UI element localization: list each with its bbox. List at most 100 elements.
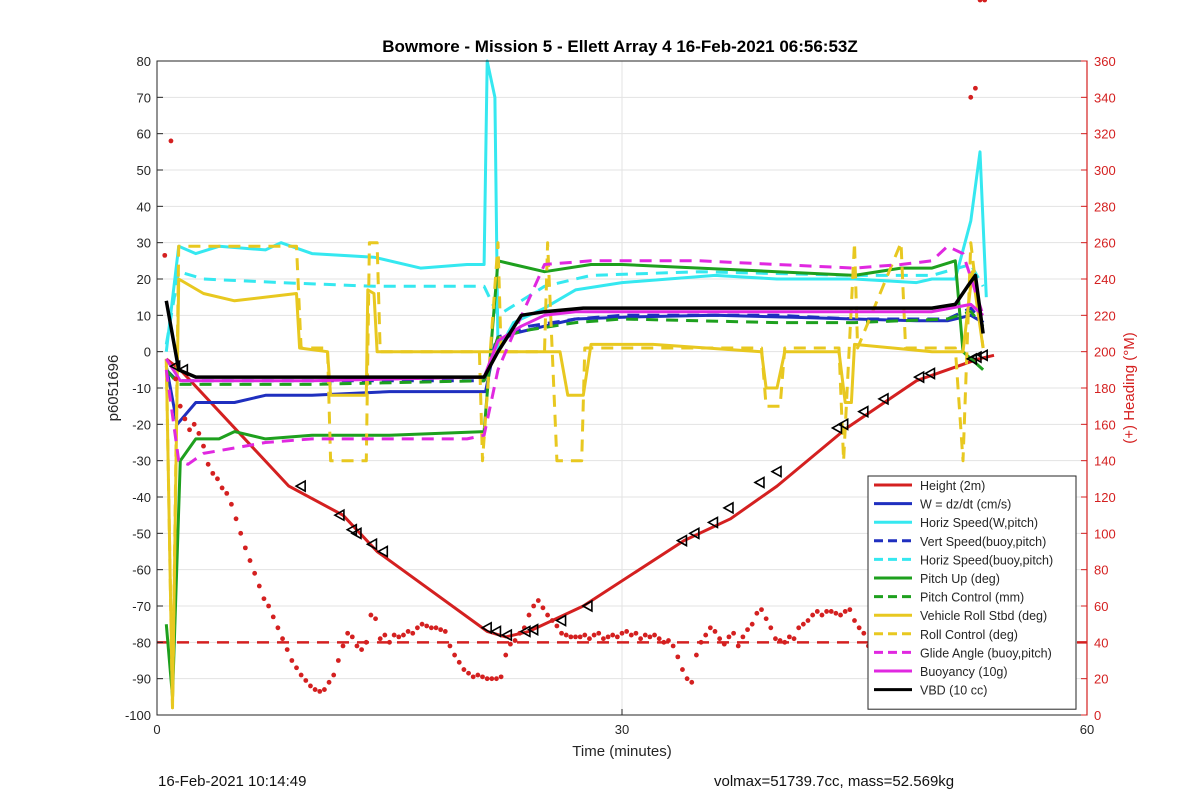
heading-point [466,670,471,676]
height-marker [912,370,925,384]
heading-point [396,634,402,640]
heading-point [335,658,341,663]
footer-timestamp: 16-Feb-2021 10:14:49 [158,773,307,790]
heading-point [405,629,411,634]
heading-point [642,632,648,638]
heading-point [368,612,374,618]
y2-tick-label: 360 [1094,54,1116,69]
y2-axis-label: (+) Heading (°M) [1121,332,1138,443]
heading-point [317,688,323,694]
heading-point [726,634,732,640]
heading-point [861,630,867,636]
heading-point [187,427,192,433]
heading-point [647,634,653,640]
heading-point [587,636,592,642]
y2-tick-label: 80 [1094,563,1108,578]
heading-point [308,683,313,689]
heading-point [173,376,179,382]
y2-tick-label: 180 [1094,381,1116,396]
height-marker [350,526,362,540]
heading-point [973,85,978,91]
heading-point [605,634,611,640]
y2-tick-label: 280 [1094,199,1116,214]
heading-point [266,603,271,609]
heading-point [968,94,974,100]
heading-point [438,627,444,633]
y-tick-label: -100 [125,708,151,723]
y2-tick-label: 320 [1094,127,1116,142]
legend-label: Buoyancy (10g) [920,665,1008,679]
y-tick-label: -70 [132,599,151,614]
heading-point [577,634,583,640]
heading-point [210,470,216,476]
x-tick-label: 0 [153,722,160,737]
heading-point [480,674,485,680]
heading-point [652,632,657,638]
heading-point [763,616,769,622]
heading-point [707,625,713,631]
y-tick-label: -90 [132,672,151,687]
heading-point [638,636,643,642]
heading-point [219,485,225,491]
heading-point [773,636,778,642]
legend-label: Height (2m) [920,479,985,493]
heading-point [721,641,727,647]
heading-point [401,632,406,638]
heading-point [540,605,546,611]
heading-point [624,629,630,634]
height-marker [753,476,765,489]
heading-point [494,676,499,682]
heading-point [461,667,467,672]
heading-point [694,652,699,658]
heading-point [545,612,550,618]
heading-point [503,652,509,658]
heading-point [810,612,816,618]
y-tick-label: -60 [132,563,151,578]
heading-point [289,658,295,663]
series-line [164,270,985,710]
heading-point [391,632,397,638]
heading-point [745,627,750,633]
x-tick-label: 30 [615,722,629,737]
heading-point [345,630,351,636]
legend-label: W = dz/dt (cm/s) [920,498,1011,512]
heading-point [982,0,988,3]
height-marker [294,479,306,493]
heading-point [452,652,457,658]
heading-point [698,639,704,645]
height-marker [923,367,936,380]
heading-point [354,643,360,649]
chart-title: Bowmore - Mission 5 - Ellett Array 4 16-… [382,37,858,56]
height-marker [688,526,700,540]
heading-point [182,416,188,422]
heading-point [596,630,602,636]
heading-point [842,609,848,614]
heading-point [377,636,383,642]
heading-point [229,501,234,507]
heading-point [168,138,174,144]
y2-tick-label: 260 [1094,236,1116,251]
heading-point [800,621,806,627]
heading-point [280,636,285,642]
heading-point [270,614,276,620]
y-tick-label: 0 [144,345,151,360]
series-line [164,241,985,710]
heading-point [196,431,202,436]
height-marker [333,508,345,522]
legend-label: Glide Angle (buoy,pitch) [920,646,1052,660]
height-marker [770,465,782,478]
heading-point [191,421,197,427]
heading-point [326,679,332,685]
height-marker [480,621,492,635]
heading-point [201,443,206,449]
heading-point [717,636,723,642]
height-marker [376,545,389,558]
heading-point [424,623,430,629]
heading-point [340,643,346,649]
height-marker [345,523,358,537]
heading-point [294,665,299,671]
y2-tick-label: 100 [1094,526,1116,541]
heading-point [814,609,820,614]
legend-label: Vehicle Roll Stbd (deg) [920,609,1047,623]
